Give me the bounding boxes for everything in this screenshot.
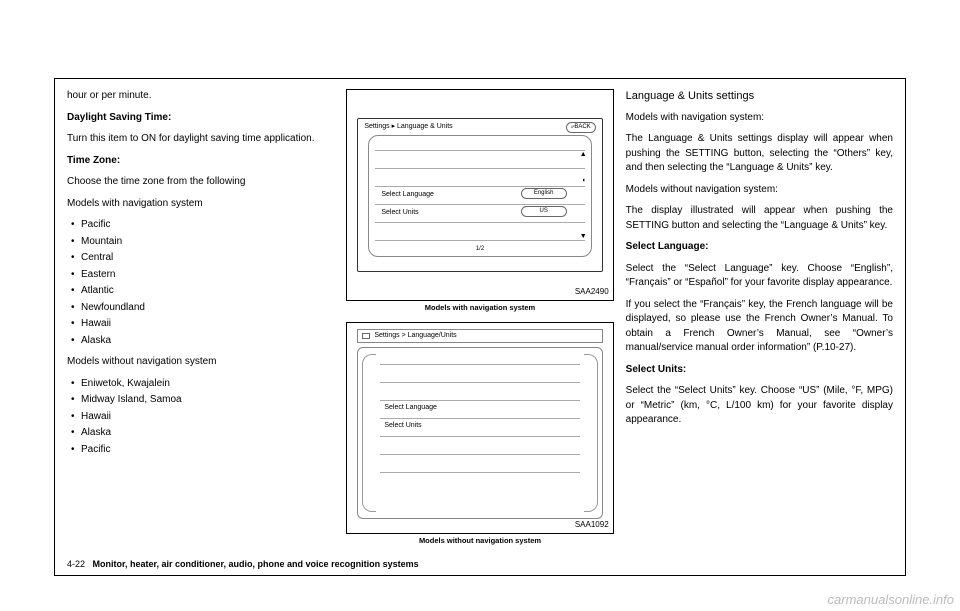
value-language[interactable]: English xyxy=(521,188,567,199)
text-paragraph: Select the “Select Units” key. Choose “U… xyxy=(626,384,893,428)
breadcrumb: Settings ▸ Language & Units ⤶BACK xyxy=(364,122,595,133)
row-select-units[interactable]: Select Units xyxy=(381,208,418,218)
figure-nonav-screen: Settings > Language/Units Select Languag… xyxy=(346,322,613,534)
text-paragraph: Turn this item to ON for daylight saving… xyxy=(67,132,334,147)
list-item: Midway Island, Samoa xyxy=(67,393,334,408)
scroll-down-icon[interactable]: ▼ xyxy=(580,232,587,242)
list-item: Pacific xyxy=(67,218,334,233)
value-units[interactable]: US xyxy=(521,206,567,217)
figure-caption: Models without navigation system xyxy=(346,536,613,547)
home-icon xyxy=(362,333,370,339)
text-paragraph: The Language & Units settings display wi… xyxy=(626,132,893,176)
list-item: Mountain xyxy=(67,235,334,250)
list-item: Eastern xyxy=(67,268,334,283)
right-curve-icon xyxy=(584,354,598,512)
column-left: hour or per minute. Daylight Saving Time… xyxy=(67,89,334,549)
page-number: 4-22 xyxy=(67,559,85,569)
screen-body: Select Language Select Units xyxy=(357,347,602,519)
list-item: Central xyxy=(67,251,334,266)
page-footer: 4-22 Monitor, heater, air conditioner, a… xyxy=(67,559,419,569)
text-line: hour or per minute. xyxy=(67,89,334,104)
left-curve-icon xyxy=(362,354,376,512)
list-item: Alaska xyxy=(67,426,334,441)
back-button[interactable]: ⤶BACK xyxy=(566,122,596,133)
list-item: Pacific xyxy=(67,443,334,458)
text-paragraph: The display illustrated will appear when… xyxy=(626,204,893,233)
list-item: Hawaii xyxy=(67,317,334,332)
row-select-language[interactable]: Select Language xyxy=(381,190,434,200)
text-paragraph: Models with navigation system: xyxy=(626,111,893,126)
text-paragraph: Select the “Select Language” key. Choose… xyxy=(626,262,893,291)
list-item: Hawaii xyxy=(67,410,334,425)
chapter-title: Monitor, heater, air conditioner, audio,… xyxy=(93,559,419,569)
manual-page: hour or per minute. Daylight Saving Time… xyxy=(54,78,906,576)
watermark: carmanualsonline.info xyxy=(828,592,954,607)
three-columns: hour or per minute. Daylight Saving Time… xyxy=(67,89,893,549)
row-select-units[interactable]: Select Units xyxy=(384,421,421,431)
figure-code: SAA2490 xyxy=(575,286,609,298)
heading-language-units: Language & Units settings xyxy=(626,89,893,105)
breadcrumb: Settings > Language/Units xyxy=(357,329,602,343)
figure-caption: Models with navigation system xyxy=(346,303,613,314)
text-paragraph: Choose the time zone from the following xyxy=(67,175,334,190)
text-paragraph: Models without navigation system: xyxy=(626,183,893,198)
page-indicator: 1/2 xyxy=(476,245,484,254)
column-right: Language & Units settings Models with na… xyxy=(626,89,893,549)
screen-body: Select Language English Select Units US … xyxy=(368,135,591,257)
list-item: Atlantic xyxy=(67,284,334,299)
list-item: Newfoundland xyxy=(67,301,334,316)
list-item: Alaska xyxy=(67,334,334,349)
heading-dst: Daylight Saving Time: xyxy=(67,111,334,126)
row-select-language[interactable]: Select Language xyxy=(384,403,437,413)
figure-nav-screen: Settings ▸ Language & Units ⤶BACK Select… xyxy=(346,89,613,301)
scroll-indicator-icon: ◐ xyxy=(582,176,586,186)
figure-code: SAA1092 xyxy=(575,519,609,531)
timezone-list-nav: Pacific Mountain Central Eastern Atlanti… xyxy=(67,218,334,348)
text-paragraph: If you select the “Français” key, the Fr… xyxy=(626,298,893,356)
column-middle: Settings ▸ Language & Units ⤶BACK Select… xyxy=(346,89,613,549)
breadcrumb-text: Settings ▸ Language & Units xyxy=(364,122,452,132)
heading-select-units: Select Units: xyxy=(626,363,893,378)
text-paragraph: Models with navigation system xyxy=(67,197,334,212)
list-item: Eniwetok, Kwajalein xyxy=(67,377,334,392)
breadcrumb-text: Settings > Language/Units xyxy=(374,331,456,341)
screen-frame: Settings ▸ Language & Units ⤶BACK Select… xyxy=(357,118,602,272)
heading-select-language: Select Language: xyxy=(626,240,893,255)
scroll-up-icon[interactable]: ▲ xyxy=(580,150,587,160)
heading-timezone: Time Zone: xyxy=(67,154,334,169)
timezone-list-nonav: Eniwetok, Kwajalein Midway Island, Samoa… xyxy=(67,377,334,458)
text-paragraph: Models without navigation system xyxy=(67,355,334,370)
